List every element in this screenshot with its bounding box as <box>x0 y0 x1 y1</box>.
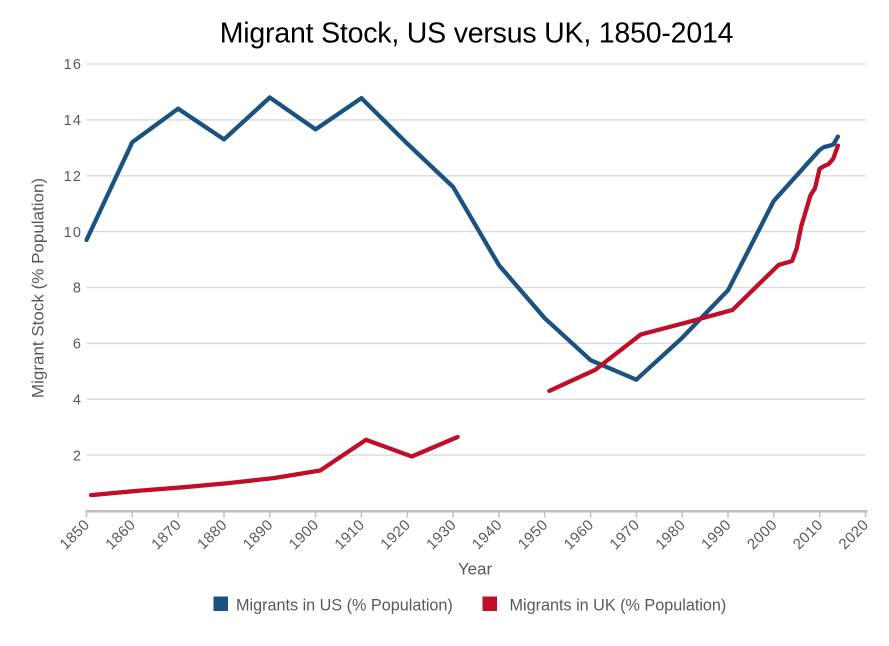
svg-text:8: 8 <box>73 281 82 297</box>
svg-text:Year: Year <box>458 560 493 579</box>
svg-text:16: 16 <box>64 57 83 73</box>
svg-text:6: 6 <box>73 337 82 353</box>
svg-text:Migrants in US (% Population): Migrants in US (% Population) <box>236 597 453 615</box>
svg-text:4: 4 <box>73 392 82 408</box>
svg-text:Migrants in UK (% Population): Migrants in UK (% Population) <box>510 597 727 615</box>
svg-text:2: 2 <box>73 448 82 464</box>
svg-text:Migrant Stock (% Population): Migrant Stock (% Population) <box>29 178 48 398</box>
svg-text:Migrant Stock, US versus UK, 1: Migrant Stock, US versus UK, 1850-2014 <box>220 18 734 50</box>
svg-text:14: 14 <box>64 113 83 129</box>
svg-text:12: 12 <box>64 169 83 185</box>
svg-text:10: 10 <box>64 225 83 241</box>
